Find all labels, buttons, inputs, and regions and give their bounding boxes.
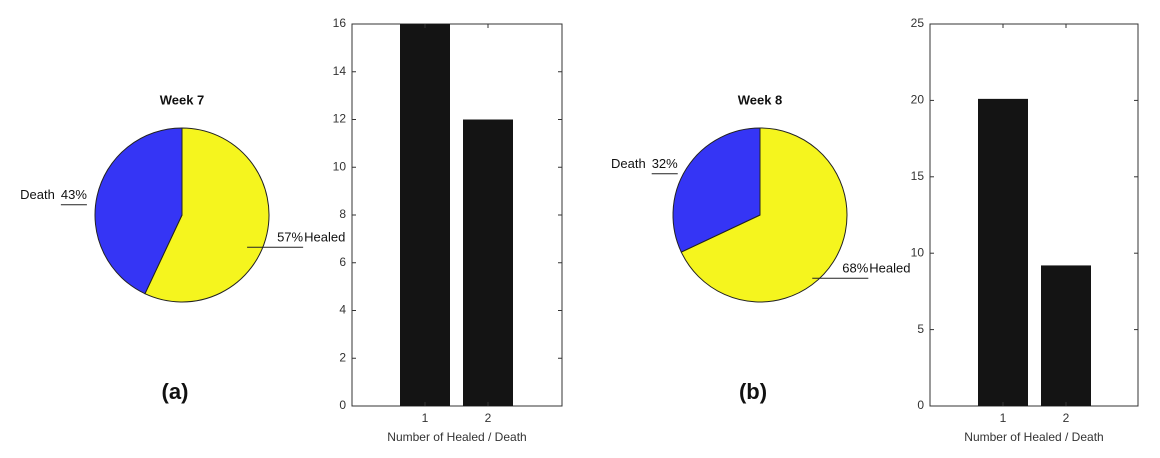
pie-category-label: Healed (869, 261, 910, 276)
y-tick-label: 0 (339, 398, 346, 412)
y-tick-label: 10 (333, 159, 347, 173)
pie-title: Week 7 (160, 92, 205, 107)
y-tick-label: 4 (339, 303, 346, 317)
y-tick-label: 25 (911, 16, 925, 30)
axes-box (351, 23, 563, 407)
x-tick-label: 2 (485, 411, 492, 425)
y-tick-label: 6 (339, 255, 346, 269)
pie-value-label: 32% (652, 156, 678, 171)
pie-slice (680, 127, 848, 303)
x-axis-label: Number of Healed / Death (387, 430, 526, 444)
pie-category-label: Death (20, 187, 55, 202)
pie-category-label: Death (611, 156, 646, 171)
y-tick-label: 15 (911, 169, 925, 183)
x-axis-label: Number of Healed / Death (964, 430, 1103, 444)
pie-slice (144, 127, 270, 303)
y-tick-label: 0 (917, 398, 924, 412)
y-tick-label: 2 (339, 350, 346, 364)
y-tick-label: 10 (911, 245, 925, 259)
bar (463, 119, 513, 406)
panel-caption: (a) (162, 379, 189, 404)
y-tick-label: 16 (333, 16, 347, 30)
bar (400, 24, 450, 406)
y-tick-label: 12 (333, 112, 347, 126)
pie-value-label: 43% (61, 187, 87, 202)
y-tick-label: 8 (339, 207, 346, 221)
x-tick-label: 2 (1063, 411, 1070, 425)
pie-slice (672, 127, 761, 253)
y-tick-label: 20 (911, 93, 925, 107)
y-tick-label: 5 (917, 322, 924, 336)
panel-caption: (b) (739, 379, 767, 404)
pie-category-label: Healed (304, 230, 345, 245)
pie-value-label: 57% (277, 230, 303, 245)
x-tick-label: 1 (1000, 411, 1007, 425)
pie-value-label: 68% (842, 261, 868, 276)
bar (1041, 265, 1091, 406)
pie-slice (94, 127, 183, 295)
bar (978, 98, 1028, 406)
axes-box (929, 23, 1139, 407)
y-tick-label: 14 (333, 64, 347, 78)
x-tick-label: 1 (422, 411, 429, 425)
pie-title: Week 8 (738, 92, 783, 107)
